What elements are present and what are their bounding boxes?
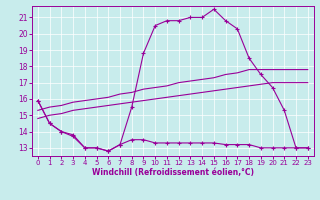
X-axis label: Windchill (Refroidissement éolien,°C): Windchill (Refroidissement éolien,°C) <box>92 168 254 177</box>
